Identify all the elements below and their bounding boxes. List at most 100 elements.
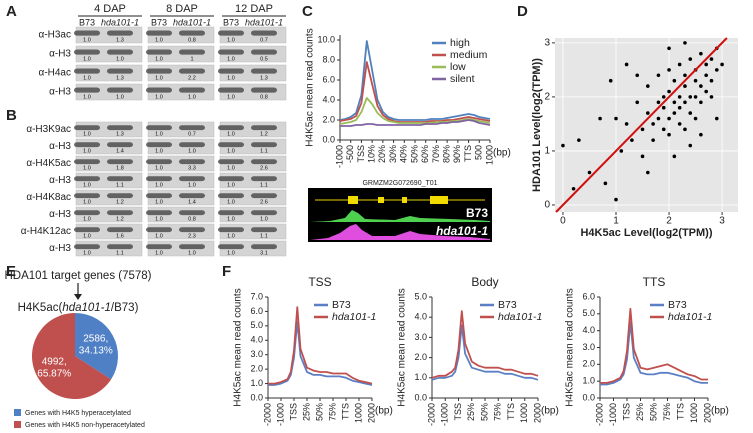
blot-band <box>179 210 205 216</box>
blot-band <box>107 159 133 165</box>
y-tick-label: 1.0 <box>414 372 427 382</box>
point <box>704 73 708 78</box>
chart-title: TSS <box>308 275 331 289</box>
browser-background <box>308 188 492 242</box>
antibody-label: α-H4K12ac <box>21 226 71 237</box>
x-tick-label: -1000 <box>440 403 450 426</box>
x-tick-label: TSS <box>621 403 631 421</box>
ratio-label: 1.0 <box>155 148 163 154</box>
y-tick-label: 10.0 <box>317 34 335 44</box>
ratio-label: 0.5 <box>260 56 268 62</box>
blot-band <box>179 87 205 93</box>
blot-band <box>146 49 172 55</box>
genotype-header: hda101-1 <box>245 17 283 27</box>
point <box>561 143 565 148</box>
ratio-label: 2.6 <box>260 199 268 205</box>
arrow-head <box>74 294 82 300</box>
ratio-label: 0.8 <box>260 94 268 100</box>
ratio-label: 1.0 <box>188 250 196 256</box>
blot-band <box>74 125 100 131</box>
subtitle-part: H4K5ac( <box>18 302 63 314</box>
legend-swatch <box>14 421 21 428</box>
x-tick-label: 2 <box>666 216 672 227</box>
x-tick-label: 50% <box>409 145 419 163</box>
x-tick-label: 2000 <box>366 403 376 423</box>
point <box>587 170 592 175</box>
ratio-label: 0.8 <box>188 37 196 43</box>
point <box>667 89 671 94</box>
blot-band <box>107 210 133 216</box>
blot-band <box>218 210 244 216</box>
blot-band <box>218 244 244 250</box>
blot-band <box>74 68 100 74</box>
legend-label: hda101-1 <box>668 311 712 323</box>
x-tick-label: -2000 <box>262 403 272 426</box>
legend-label: hda101-1 <box>332 311 376 323</box>
x-tick-label: 1000 <box>353 403 363 423</box>
point <box>683 127 687 132</box>
point <box>651 138 655 142</box>
x-tick-label: 70% <box>431 145 441 163</box>
subtitle-part: /B73) <box>111 302 139 314</box>
x-axis-label: (bp) <box>711 406 729 417</box>
slice-label-line: 34.13% <box>79 345 113 356</box>
point <box>571 186 576 191</box>
subtitle-part: hda101-1 <box>62 302 111 314</box>
ratio-label: 1.0 <box>83 94 91 100</box>
x-tick-label: 90% <box>452 145 462 163</box>
blot-band <box>107 49 133 55</box>
ratio-label: 1.3 <box>116 37 124 43</box>
ratio-label: 1.0 <box>155 75 163 81</box>
antibody-label: α-H3 <box>49 141 71 152</box>
ratio-label: 0.8 <box>188 216 196 222</box>
ratio-label: 1.0 <box>116 56 124 62</box>
point <box>683 84 687 88</box>
blot-band <box>146 244 172 250</box>
y-tick-label: 5.0 <box>250 320 263 330</box>
point <box>688 111 693 115</box>
ratio-label: 1.0 <box>83 199 91 205</box>
legend-label: B73 <box>498 299 517 311</box>
y-tick-label: 2.0 <box>322 114 335 124</box>
genotype-header: B73 <box>151 17 167 27</box>
blot-band <box>251 210 277 216</box>
x-axis-label: (bp) <box>541 406 559 417</box>
series-line <box>600 321 708 386</box>
y-tick-label: 4.0 <box>322 94 335 104</box>
blot-band <box>107 87 133 93</box>
blot-band <box>218 68 244 74</box>
ratio-label: 1.0 <box>227 131 235 137</box>
blot-band <box>74 159 100 165</box>
gene-name: GRMZM2G072690_T01 <box>362 180 437 187</box>
point <box>603 181 608 186</box>
blot-band <box>218 125 244 131</box>
y-axis-label: HDA101 Level(log2(TPM)) <box>531 58 543 192</box>
x-tick-label: 10% <box>367 145 377 163</box>
blot-band <box>179 49 205 55</box>
point <box>677 95 682 99</box>
series-line <box>339 40 491 121</box>
blot-band <box>218 49 244 55</box>
chart-title: TTS <box>643 275 666 289</box>
blot-band <box>146 142 172 148</box>
y-tick-label: 6.0 <box>582 291 595 301</box>
x-tick-label: 50% <box>479 403 489 421</box>
point <box>656 100 661 105</box>
point <box>667 68 671 72</box>
y-tick-label: 3.0 <box>582 342 595 352</box>
ratio-label: 1.0 <box>155 216 163 222</box>
x-tick-label: 1 <box>613 216 619 227</box>
point <box>683 73 687 78</box>
track-label: B73 <box>466 206 488 220</box>
x-tick-label: TTS <box>506 403 516 420</box>
legend-label: low <box>450 61 466 73</box>
hda-track <box>310 224 490 240</box>
pie-slice <box>75 313 119 380</box>
point <box>635 100 640 105</box>
blot-band <box>251 176 277 182</box>
x-tick-label: TTS <box>340 403 350 420</box>
track-label: hda101-1 <box>436 224 488 238</box>
x-tick-label: -2000 <box>594 403 604 426</box>
x-tick-label: 20% <box>377 145 387 163</box>
ratio-label: 1.0 <box>83 56 91 62</box>
